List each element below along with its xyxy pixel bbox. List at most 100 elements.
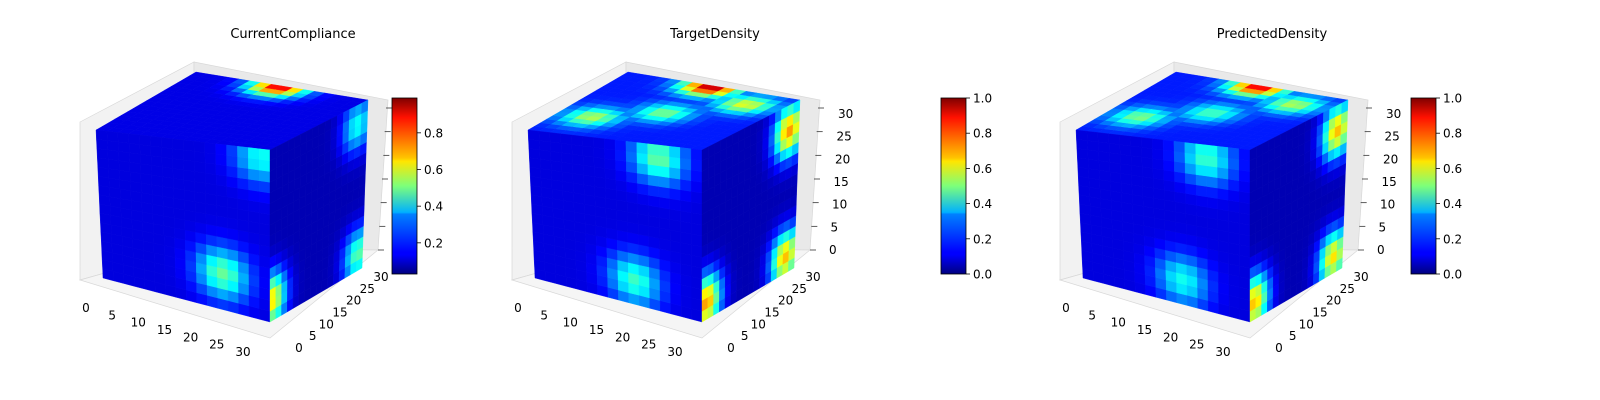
y-tick-label: 10 <box>1299 317 1314 331</box>
front-face-cell <box>1075 129 1088 141</box>
front-face-cell <box>183 189 196 203</box>
front-face-cell <box>690 148 703 162</box>
z-tick-label: 25 <box>837 130 852 144</box>
front-face-cell <box>226 186 239 199</box>
front-face-cell <box>1185 183 1197 196</box>
front-face-cell <box>194 171 206 184</box>
z-tick-label: 5 <box>831 220 839 234</box>
z-tick-label: 10 <box>832 198 847 212</box>
y-tick-label: 20 <box>346 294 361 308</box>
x-tick-label: 15 <box>157 323 172 337</box>
front-face-cell <box>1087 159 1100 171</box>
front-face-cell <box>669 219 681 233</box>
right-face-cell <box>793 99 801 114</box>
front-face-cell <box>172 168 185 181</box>
front-face-cell <box>1184 152 1197 165</box>
colorbar-tick-label: 0.8 <box>1443 127 1462 141</box>
front-face-cell <box>680 168 692 181</box>
front-face-cell <box>691 223 703 237</box>
front-face-cell <box>637 203 649 216</box>
front-face-cell <box>139 144 152 156</box>
front-face-cell <box>161 137 173 149</box>
front-face-cell <box>1151 138 1164 151</box>
x-tick-label: 10 <box>563 316 578 330</box>
front-face-cell <box>1163 169 1175 182</box>
front-face-cell <box>259 169 271 183</box>
front-face-cell <box>1173 141 1186 153</box>
front-face-cell <box>560 133 573 145</box>
front-face-cell <box>150 145 163 158</box>
front-face-cell <box>117 132 130 144</box>
front-face-cell <box>1162 149 1175 162</box>
front-face-cell <box>140 163 152 176</box>
front-face-cell <box>1239 212 1251 226</box>
y-tick-label: 10 <box>751 317 766 331</box>
x-tick-label: 20 <box>183 330 198 344</box>
front-face-cell <box>658 165 670 178</box>
front-face-cell <box>605 188 617 201</box>
colorbar-tick-label: 0.8 <box>424 126 443 140</box>
front-face-cell <box>140 173 153 186</box>
front-face-cell <box>162 186 174 199</box>
front-face-cell <box>226 165 238 178</box>
front-face-cell <box>1238 191 1251 205</box>
front-face-cell <box>183 179 196 192</box>
front-face-cell <box>1153 197 1165 211</box>
front-face-cell <box>669 208 681 222</box>
front-face-cell <box>194 161 206 174</box>
front-face-cell <box>680 210 692 224</box>
front-face-cell <box>1217 156 1229 169</box>
front-face-cell <box>625 141 638 153</box>
front-face-cell <box>129 162 142 174</box>
front-face-cell <box>237 219 249 233</box>
front-face-cell <box>1217 177 1229 191</box>
x-tick-label: 20 <box>615 330 630 344</box>
front-face-cell <box>1217 166 1229 180</box>
x-tick-label: 15 <box>1137 323 1152 337</box>
front-face-cell <box>658 144 670 157</box>
front-face-cell <box>215 143 227 156</box>
front-face-cell <box>680 200 692 213</box>
front-face-cell <box>1174 161 1186 174</box>
front-face-cell <box>1109 162 1122 174</box>
front-face-cell <box>1152 148 1164 161</box>
front-face-cell <box>259 201 271 215</box>
front-face-cell <box>1196 215 1208 229</box>
front-face-cell <box>259 159 271 172</box>
front-face-cell <box>561 152 573 165</box>
front-face-cell <box>129 152 141 165</box>
front-face-cell <box>1174 181 1186 194</box>
front-face-cell <box>248 147 260 160</box>
front-face-cell <box>529 157 541 169</box>
front-face-cell <box>538 131 551 143</box>
front-face-cell <box>182 149 195 162</box>
front-face-cell <box>97 166 110 179</box>
front-face-cell <box>605 197 617 211</box>
front-face-cell <box>129 171 142 184</box>
front-face-cell <box>1108 133 1121 145</box>
front-face-cell <box>151 165 163 178</box>
front-face-cell <box>1228 200 1240 213</box>
front-face-cell <box>1228 221 1240 235</box>
front-face-cell <box>193 141 206 153</box>
front-face-cell <box>616 199 628 213</box>
front-face-cell <box>691 169 703 183</box>
front-face-cell <box>248 210 260 224</box>
front-face-cell <box>626 171 638 184</box>
front-face-cell <box>626 201 639 215</box>
front-face-cell <box>647 143 659 156</box>
z-tick-label: 5 <box>1379 220 1387 234</box>
x-tick-label: 5 <box>1088 308 1096 322</box>
front-face-cell <box>680 147 692 160</box>
front-face-cell <box>550 151 562 163</box>
front-face-cell <box>259 233 271 248</box>
front-face-cell <box>691 201 703 215</box>
x-tick-label: 30 <box>235 345 250 359</box>
front-face-cell <box>658 186 671 199</box>
front-face-cell <box>539 140 551 152</box>
x-tick-label: 0 <box>514 301 522 315</box>
front-face-cell <box>1228 189 1240 203</box>
colorbar-tick-label: 0.0 <box>1443 268 1462 282</box>
